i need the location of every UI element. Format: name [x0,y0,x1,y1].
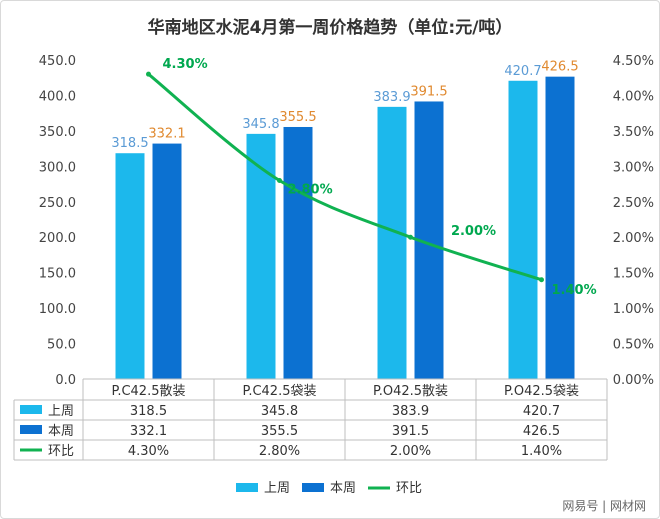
left-tick-label: 200.0 [39,231,76,246]
line-point [277,178,282,184]
legend-label: 本周 [330,481,356,496]
table-cell: 426.5 [523,424,560,439]
bar-value-label: 355.5 [279,110,316,125]
table-row-label: 上周 [48,404,74,419]
table-header: P.O42.5袋装 [504,384,579,399]
table-header: P.C42.5散装 [112,384,186,399]
table-legend-key [20,405,42,414]
table-cell: 318.5 [130,404,167,419]
right-tick-label: 2.00% [613,231,654,246]
right-tick-label: 4.50% [613,54,654,69]
table-cell: 391.5 [392,424,429,439]
right-tick-label: 4.00% [613,89,654,104]
line-path [147,72,543,282]
bar [377,106,407,380]
left-tick-label: 300.0 [39,160,76,175]
table-cell: 2.80% [259,444,300,459]
bar-value-label: 383.9 [373,90,410,105]
legend-key [302,483,324,492]
left-tick-label: 450.0 [39,54,76,69]
bar [246,133,276,379]
table-cell: 345.8 [261,404,298,419]
bar-value-label: 391.5 [410,84,447,99]
table-cell: 4.30% [128,444,169,459]
right-tick-label: 3.00% [613,160,654,175]
right-tick-label: 2.50% [613,196,654,211]
right-axis: 0.00% 0.50% 1.00% 1.50% 2.00% 2.50% 3.00% 3.50%… [613,54,654,388]
right-tick-label: 0.00% [613,373,654,388]
bar [283,126,313,380]
right-tick-label: 1.00% [613,302,654,317]
right-tick-label: 0.50% [613,338,654,353]
table-cell: 355.5 [261,424,298,439]
legend: 上周 本周 环比 [236,481,422,496]
table-row-label: 本周 [48,424,74,439]
bar-value-label: 318.5 [111,136,148,151]
legend-key [236,483,258,492]
line-point [408,234,413,240]
bar-value-label: 345.8 [242,117,279,132]
table-row-label: 环比 [48,444,74,459]
line-point [539,277,544,283]
left-tick-label: 150.0 [39,267,76,282]
bar-value-label: 426.5 [541,60,578,75]
left-axis: 0.0 50.0 100.0 150.0 200.0 250.0 300.0 350.0 400… [39,54,76,388]
bar [152,143,182,379]
bar-value-label: 332.1 [148,127,185,142]
line-point [146,71,151,77]
line-value-label: 1.40% [552,283,597,298]
watermark-text: 网易号 | 网材网 [562,499,646,513]
table-cell: 332.1 [130,424,167,439]
bar [115,153,145,379]
left-tick-label: 250.0 [39,196,76,211]
table-cell: 1.40% [521,444,562,459]
table-cell: 420.7 [523,404,560,419]
right-tick-label: 3.50% [613,125,654,140]
table-legend-key [20,425,42,434]
legend-label: 环比 [396,481,422,496]
bar-value-label: 420.7 [504,64,541,79]
line-value-label: 2.00% [451,224,496,239]
right-tick-label: 1.50% [613,267,654,282]
table-cell: 383.9 [392,404,429,419]
bar [508,80,538,379]
table-header: P.O42.5散装 [373,384,448,399]
table-header: P.C42.5袋装 [243,384,317,399]
bar [545,76,575,380]
table-cell: 2.00% [390,444,431,459]
left-tick-label: 400.0 [39,89,76,104]
line-value-label: 4.30% [163,57,208,72]
left-tick-label: 350.0 [39,125,76,140]
bar-series: 318.5 345.8 383.9 420.7 332.1 355.5 391.5 426.5 [111,60,579,380]
legend-label: 上周 [264,481,290,496]
left-tick-label: 50.0 [47,338,76,353]
left-tick-label: 100.0 [39,302,76,317]
line-value-label: 2.80% [288,183,333,198]
left-tick-label: 0.0 [55,373,76,388]
line-series: 4.30% 2.80% 2.00% 1.40% [146,57,597,298]
chart-title: 华南地区水泥4月第一周价格趋势（单位:元/吨） [148,17,513,38]
